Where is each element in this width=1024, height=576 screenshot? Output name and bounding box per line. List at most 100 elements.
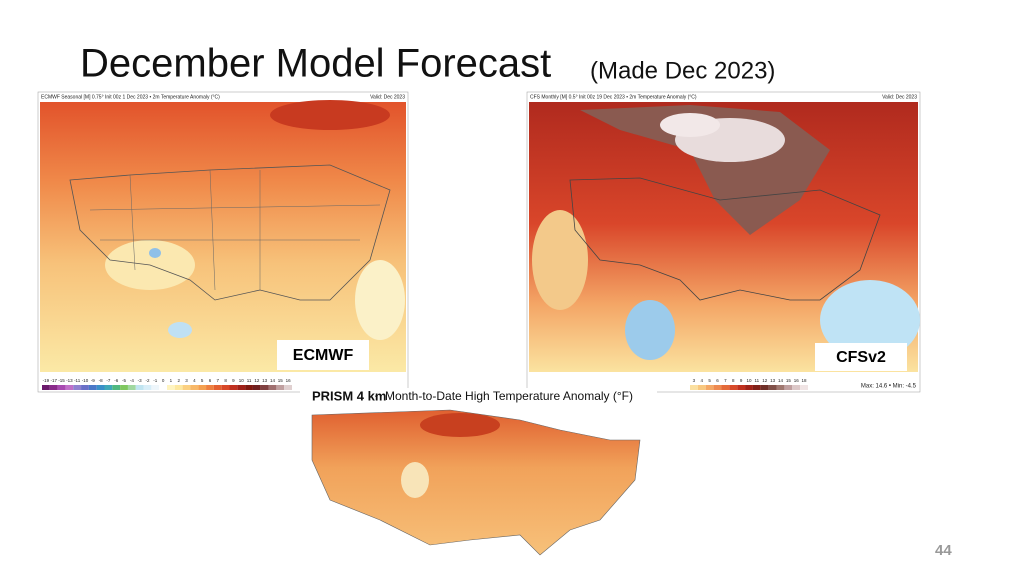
scale-label: 14 [778,378,784,383]
scale-label: -13 [66,378,73,383]
scale-label: -7 [106,378,110,383]
scale-label: -2 [145,378,149,383]
scale-label: -3 [138,378,142,383]
scale-swatch [260,385,269,390]
map-header: ECMWF Seasonal [M] 0.75° Init 00z 1 Dec … [41,94,220,100]
scale-swatch [760,385,769,390]
scale-swatch [768,385,777,390]
scale-label: 7 [724,378,727,383]
scale-swatch [221,385,230,390]
map-header: PRISM 4 km [312,388,386,403]
model-label: ECMWF [293,347,354,364]
scale-swatch [252,385,261,390]
map-stats: Max: 14.6 • Min: -4.5 [861,384,917,390]
scale-label: 3 [185,378,188,383]
scale-swatch [65,385,74,390]
ecmwf-map: ECMWF Seasonal [M] 0.75° Init 00z 1 Dec … [37,91,409,393]
scale-swatch [143,385,152,390]
scale-label: 10 [239,378,245,383]
scale-swatch [697,385,706,390]
scale-label: 6 [716,378,719,383]
scale-swatch [174,385,183,390]
scale-label: 15 [278,378,284,383]
scale-label: 9 [232,378,235,383]
scale-swatch [151,385,160,390]
scale-swatch [745,385,753,390]
scale-swatch [167,385,175,390]
scale-label: 9 [740,378,743,383]
scale-label: 1 [170,378,173,383]
scale-label: 13 [770,378,776,383]
prism-map: PRISM 4 km • Month-to-Date High Temperat… [300,388,657,565]
scale-swatch [276,385,285,390]
scale-label: 16 [794,378,800,383]
scale-swatch [784,385,793,390]
scale-swatch [713,385,722,390]
scale-label: -4 [130,378,134,383]
scale-label: 7 [217,378,220,383]
scale-swatch [213,385,222,390]
page-number: 44 [935,542,952,559]
scale-label: 2 [177,378,180,383]
scale-label: 0 [162,378,165,383]
scale-label: -11 [74,378,81,383]
scale-label: 8 [224,378,227,383]
scale-label: 12 [762,378,768,383]
scale-swatch [284,385,292,390]
scale-swatch [104,385,113,390]
scale-swatch [229,385,238,390]
slide-title: December Model Forecast [80,42,551,86]
scale-label: -9 [91,378,95,383]
map-valid: Valid: Dec 2023 [370,94,405,100]
scale-label: 16 [286,378,292,383]
scale-label: -1 [153,378,157,383]
scale-label: -17 [50,378,57,383]
scale-swatch [245,385,253,390]
scale-swatch [690,385,698,390]
scale-label: 15 [786,378,792,383]
scale-swatch [800,385,808,390]
scale-swatch [190,385,199,390]
slide-subtitle: (Made Dec 2023) [590,57,775,84]
scale-swatch [721,385,730,390]
scale-swatch [88,385,97,390]
scale-swatch [57,385,66,390]
scale-swatch [120,385,128,390]
scale-swatch [752,385,761,390]
scale-label: 4 [701,378,704,383]
scale-label: 11 [247,378,252,383]
cfs-map: CFS Monthly [M] 0.5° Init 00z 19 Dec 202… [526,91,921,393]
scale-label: 5 [201,378,204,383]
scale-label: -6 [114,378,118,383]
map-header: CFS Monthly [M] 0.5° Init 00z 19 Dec 202… [530,94,697,100]
scale-label: 8 [732,378,735,383]
scale-label: -5 [122,378,126,383]
scale-swatch [96,385,105,390]
scale-label: 5 [708,378,711,383]
scale-swatch [206,385,214,390]
scale-label: 13 [262,378,268,383]
scale-swatch [112,385,121,390]
scale-label: 11 [755,378,760,383]
scale-swatch [135,385,144,390]
scale-swatch [127,385,136,390]
scale-label: 4 [193,378,196,383]
scale-swatch [182,385,191,390]
map-subheader: Month-to-Date High Temperature Anomaly (… [385,389,633,403]
scale-swatch [198,385,207,390]
scale-swatch [42,385,50,390]
scale-label: -19 [43,378,50,383]
scale-swatch [49,385,58,390]
scale-swatch [268,385,277,390]
scale-label: 10 [746,378,752,383]
scale-swatch [729,385,738,390]
scale-swatch [73,385,82,390]
scale-label: 6 [209,378,212,383]
scale-label: -8 [99,378,103,383]
scale-swatch [737,385,746,390]
scale-swatch [705,385,714,390]
model-label: CFSv2 [836,349,886,366]
scale-label: 18 [802,378,808,383]
scale-swatch [237,385,246,390]
